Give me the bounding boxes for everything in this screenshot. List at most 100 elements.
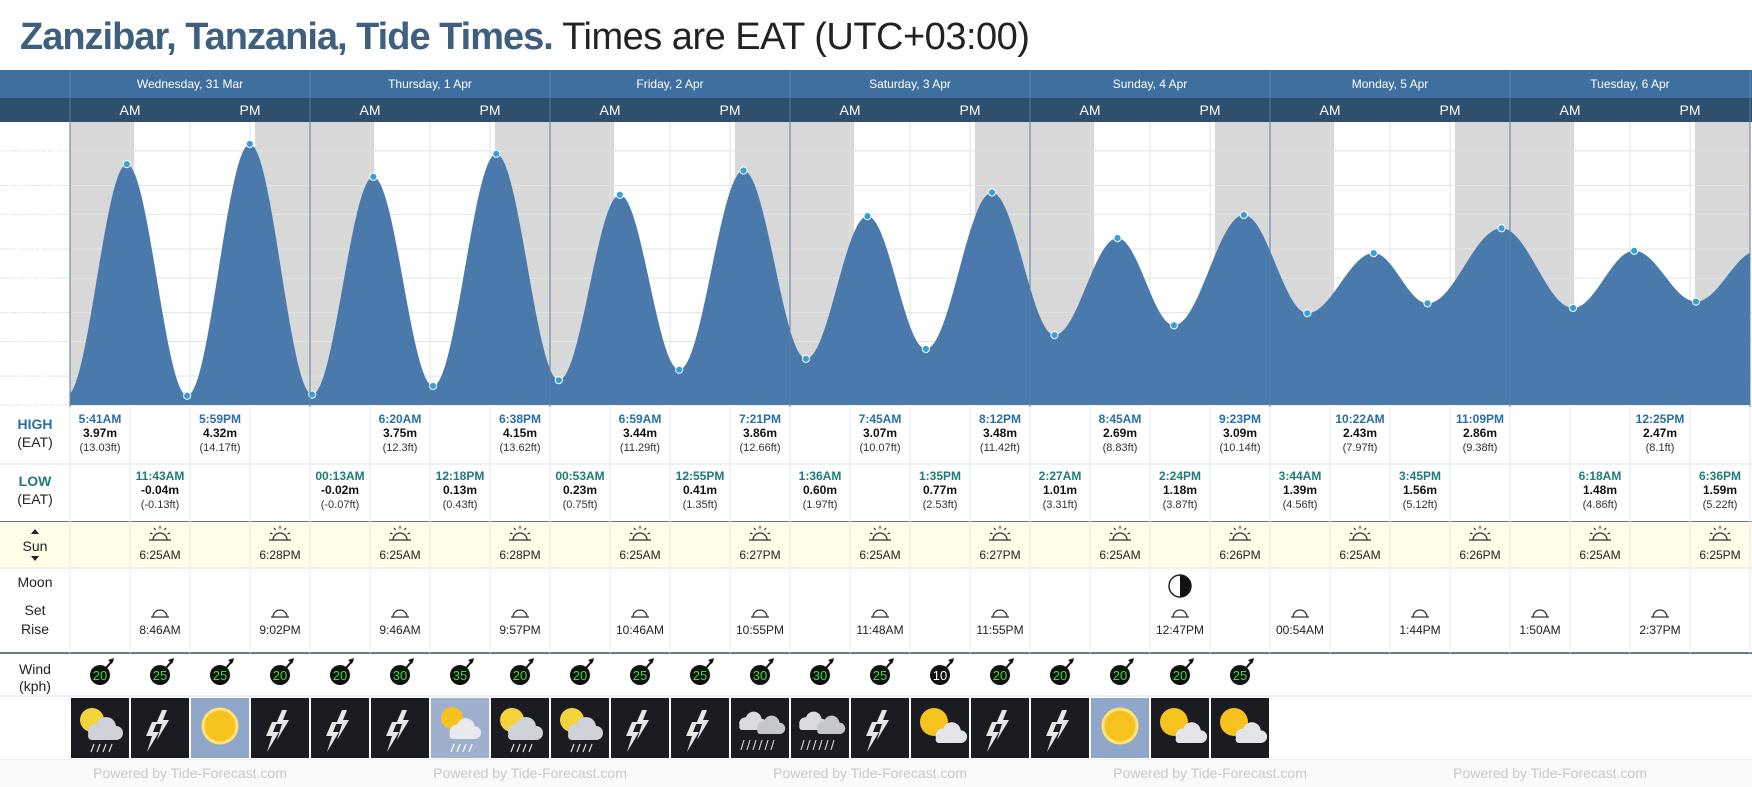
wind-arrowhead — [948, 658, 954, 664]
y-tick-label: 1.4m (4.6ft) — [6, 308, 62, 320]
weather-storm-icon — [311, 698, 369, 758]
rain-drop — [102, 743, 107, 753]
rain-drop — [758, 739, 763, 751]
sun-time: 6:28PM — [499, 548, 540, 562]
weather-storm-icon — [371, 698, 429, 758]
timezone-note: Times are EAT (UTC+03:00) — [562, 16, 1030, 58]
tide-point-low — [428, 381, 438, 391]
moon-time: 2:37PM — [1639, 623, 1680, 637]
wind-badge — [1230, 665, 1250, 685]
tide-height-m: 4.15m — [503, 426, 537, 440]
sun-arc — [992, 532, 1008, 541]
page-title: Zanzibar, Tanzania, Tide Times. Times ar… — [20, 12, 1030, 62]
tide-point-high — [987, 188, 997, 197]
sun-ray — [1124, 527, 1127, 531]
am-label: AM — [1560, 102, 1581, 118]
weather-tile — [611, 698, 669, 758]
rain-drop — [456, 743, 461, 753]
pm-label: PM — [720, 102, 741, 118]
sun-ray — [1007, 532, 1011, 535]
tide-time-high: 8:45AM — [1099, 412, 1142, 426]
moon-time: 9:46AM — [379, 623, 420, 637]
wind-arrowhead — [708, 658, 714, 664]
weather-sun-icon — [1091, 698, 1149, 758]
wind-badge — [450, 665, 470, 685]
moon-icon — [272, 609, 288, 618]
sun-time: 6:25PM — [1699, 548, 1740, 562]
rain-drop — [450, 743, 455, 753]
low-tz-label: (EAT) — [17, 491, 53, 507]
wind-speed: 25 — [693, 668, 707, 683]
rain-drop — [510, 743, 515, 753]
day-label: Sunday, 4 Apr — [1113, 77, 1188, 91]
day-label: Friday, 2 Apr — [636, 77, 703, 91]
sun-time: 6:25AM — [859, 548, 900, 562]
sun-arc — [1712, 532, 1728, 541]
sun-disc — [441, 707, 463, 729]
lightning-bolt — [696, 710, 709, 740]
cloud-base — [817, 727, 842, 734]
moon-time: 1:50AM — [1519, 623, 1560, 637]
tide-height-m: 0.13m — [443, 483, 477, 497]
tide-height-m: 3.48m — [983, 426, 1017, 440]
tide-time-high: 6:59AM — [619, 412, 662, 426]
weather-sun-cloud-icon — [1151, 698, 1209, 758]
sun-ray — [404, 527, 407, 531]
sunset-icon — [989, 526, 1011, 541]
weather-rain-icon — [791, 698, 849, 758]
wind-badge — [270, 665, 290, 685]
tide-height-m: 3.97m — [83, 426, 117, 440]
sun-time: 6:27PM — [739, 548, 780, 562]
weather-tile — [1031, 698, 1089, 758]
wind-arrowhead — [888, 658, 894, 664]
tide-point-high — [122, 160, 131, 169]
lightning-bolt — [996, 710, 1009, 740]
sun-time: 6:25AM — [1339, 548, 1380, 562]
rain-drop — [764, 739, 769, 751]
sunrise-icon — [149, 526, 171, 541]
sun-ray — [767, 532, 771, 535]
tide-point-low — [1568, 303, 1578, 313]
wind-arrowhead — [528, 658, 534, 664]
wind-speed: 30 — [753, 668, 767, 683]
tide-height-ft: (1.35ft) — [683, 499, 718, 511]
watermark-text: Powered by Tide-Forecast.com — [1453, 765, 1647, 781]
sun-ray — [1233, 527, 1236, 531]
moon-time: 11:55PM — [976, 623, 1023, 637]
sunrise-icon — [389, 526, 411, 541]
y-tick-label: 3.6m (11.8ft) — [6, 181, 68, 193]
tide-height-ft: (3.87ft) — [1163, 499, 1198, 511]
cloud-base — [1175, 735, 1203, 743]
tide-time-high: 6:20AM — [379, 412, 422, 426]
tide-time-low: 6:18AM — [1579, 469, 1622, 483]
wind-arrowhead — [1128, 658, 1134, 664]
tide-height-ft: (-0.07ft) — [321, 499, 360, 511]
sun-ray — [149, 532, 153, 535]
wind-arrowhead — [108, 658, 114, 664]
watermark-text: Powered by Tide-Forecast.com — [93, 765, 287, 781]
day-label: Thursday, 1 Apr — [388, 77, 472, 91]
tide-height-m: 0.60m — [803, 483, 837, 497]
sun-ray — [884, 527, 887, 531]
pm-label: PM — [240, 102, 261, 118]
am-label: AM — [120, 102, 141, 118]
weather-tile — [311, 698, 369, 758]
weather-storm-icon — [611, 698, 669, 758]
rain-drop — [522, 743, 527, 753]
tide-height-ft: (12.3ft) — [383, 442, 418, 454]
sun-time: 6:25AM — [139, 548, 180, 562]
sunrise-icon — [629, 526, 651, 541]
tide-time-high: 6:38PM — [499, 412, 541, 426]
sun-ray — [633, 527, 636, 531]
wind-badge — [630, 665, 650, 685]
wind-badge — [330, 665, 350, 685]
moon-time: 11:48AM — [856, 623, 903, 637]
lightning-bolt — [636, 710, 649, 740]
sunrise-icon — [1349, 526, 1371, 541]
wind-arrowhead — [168, 658, 174, 664]
watermark-text: Powered by Tide-Forecast.com — [773, 765, 967, 781]
lightning-bolt — [336, 710, 349, 740]
wind-badge — [90, 665, 110, 685]
pm-label: PM — [1680, 102, 1701, 118]
weather-storm-icon — [131, 698, 189, 758]
